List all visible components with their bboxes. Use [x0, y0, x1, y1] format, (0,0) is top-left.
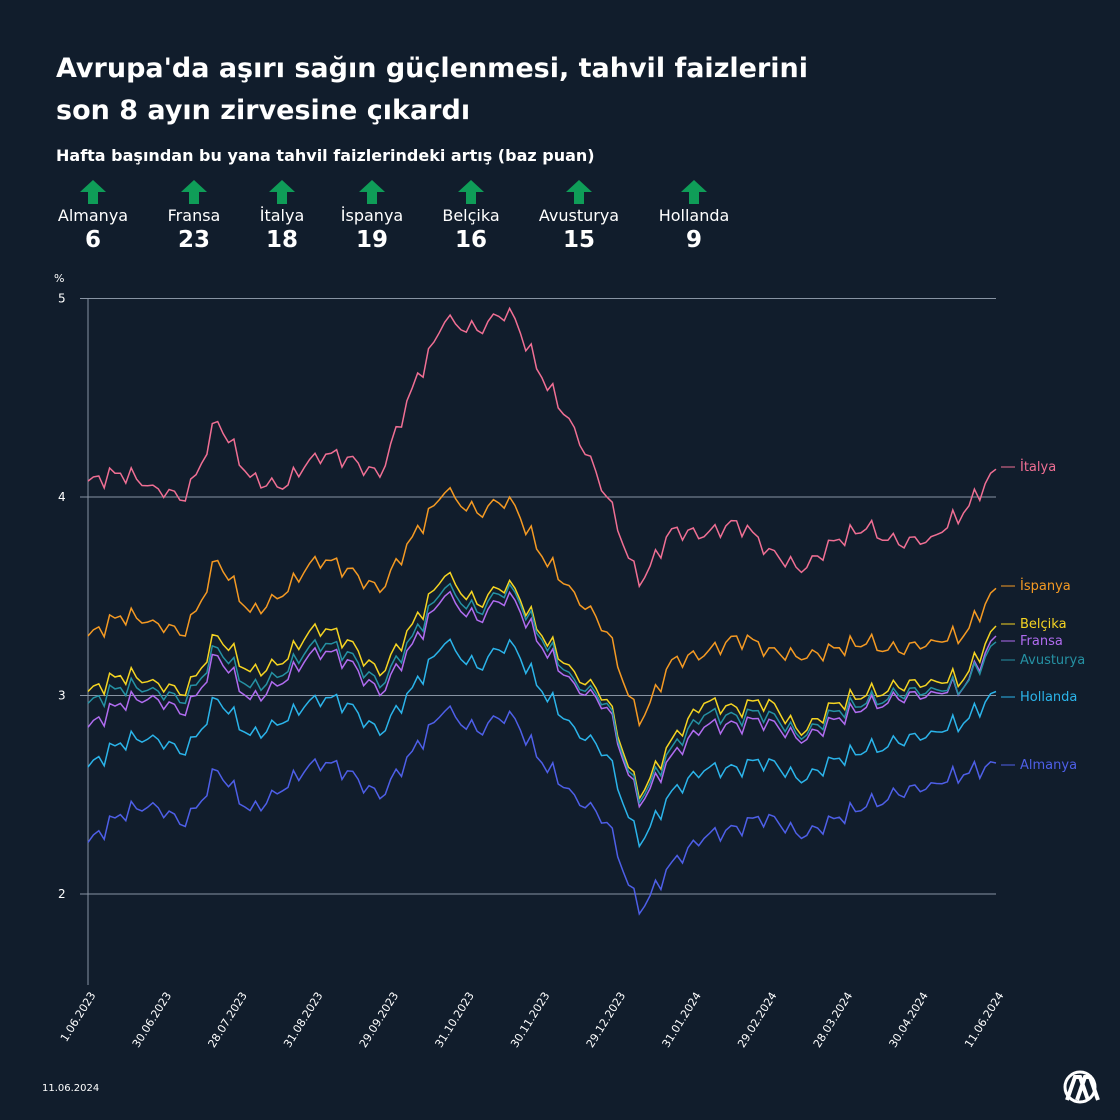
stat-6: Avusturya 15 — [519, 180, 639, 254]
x-tick-label: 29.12.2023 — [584, 990, 628, 1050]
x-tick-label: 28.03.2024 — [811, 990, 855, 1050]
arrow-up-icon — [566, 180, 592, 204]
series-line-4 — [87, 590, 997, 809]
stat-7: Hollanda 9 — [634, 180, 754, 254]
stat-4: İspanya 19 — [312, 180, 432, 254]
x-tick-label: 31.10.2023 — [432, 990, 476, 1050]
x-tick-label: 30.06.2023 — [130, 990, 174, 1050]
y-axis-unit: % — [54, 272, 64, 285]
x-tick-label: 28.07.2023 — [205, 990, 249, 1050]
title-line-1: Avrupa'da aşırı sağın güçlenmesi, tahvil… — [56, 53, 809, 84]
stat-2: Fransa 23 — [134, 180, 254, 254]
x-tick-label: 29.09.2023 — [357, 990, 401, 1050]
series-label-3: Belçika — [1020, 617, 1067, 632]
series-label-7: Almanya — [1020, 758, 1077, 773]
arrow-up-icon — [359, 180, 385, 204]
footer-date: 11.06.2024 — [42, 1083, 100, 1094]
series-line-3 — [87, 571, 997, 801]
stat-value: 19 — [355, 227, 388, 253]
x-tick-label: 30.04.2024 — [886, 990, 930, 1050]
stat-5: Belçika 16 — [411, 180, 531, 254]
series-line-7 — [87, 704, 997, 916]
stat-country: Almanya — [57, 206, 129, 225]
series-line-2 — [87, 486, 997, 728]
stat-country: İtalya — [259, 206, 305, 225]
title-line-2: son 8 ayın zirvesine çıkardı — [56, 95, 471, 126]
y-tick-label: 3 — [58, 689, 66, 703]
y-tick-label: 4 — [58, 490, 66, 504]
arrow-up-icon — [269, 180, 295, 204]
arrow-up-icon — [80, 180, 106, 204]
series-line-6 — [87, 638, 997, 849]
stat-value: 15 — [562, 227, 595, 253]
series-line-1 — [87, 306, 997, 589]
stat-country: Hollanda — [658, 206, 730, 225]
stat-value: 16 — [454, 227, 487, 253]
x-tick-label: 11.06.2024 — [962, 990, 1006, 1050]
stat-value: 18 — [265, 227, 298, 253]
stat-3: İtalya 18 — [222, 180, 342, 254]
series-label-6: Hollanda — [1020, 690, 1077, 705]
series-label-4: Fransa — [1020, 634, 1063, 649]
stat-value: 9 — [685, 227, 702, 253]
y-tick-label: 2 — [58, 887, 66, 901]
x-tick-label: 1.06.2023 — [58, 990, 99, 1044]
arrow-up-icon — [458, 180, 484, 204]
chart-subtitle: Hafta başından bu yana tahvil faizlerind… — [56, 146, 595, 165]
stat-country: Avusturya — [538, 206, 620, 225]
series-label-1: İtalya — [1020, 459, 1056, 475]
stat-value: 6 — [84, 227, 101, 253]
stat-1: Almanya 6 — [33, 180, 153, 254]
x-tick-label: 31.08.2023 — [281, 990, 325, 1050]
stat-country: Belçika — [442, 206, 500, 225]
stat-country: Fransa — [167, 206, 221, 225]
x-tick-label: 30.11.2023 — [508, 990, 552, 1050]
series-label-2: İspanya — [1020, 578, 1071, 594]
series-line-5 — [87, 582, 997, 805]
stat-country: İspanya — [340, 206, 404, 225]
series-label-5: Avusturya — [1020, 653, 1085, 668]
y-tick-label: 5 — [58, 292, 66, 306]
stat-value: 23 — [177, 227, 210, 253]
x-tick-label: 31.01.2024 — [659, 990, 703, 1050]
aa-logo-icon — [1063, 1070, 1100, 1104]
x-tick-label: 29.02.2024 — [735, 990, 779, 1050]
arrow-up-icon — [181, 180, 207, 204]
arrow-up-icon — [681, 180, 707, 204]
page-title: Avrupa'da aşırı sağın güçlenmesi, tahvil… — [56, 48, 916, 132]
